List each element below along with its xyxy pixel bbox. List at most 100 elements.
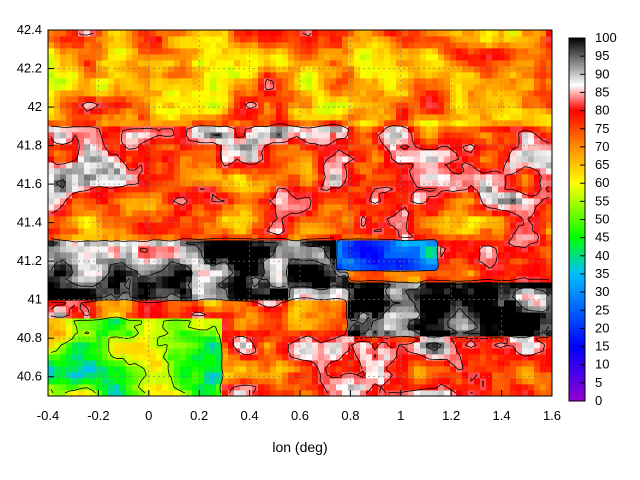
- heatmap-cell: [306, 174, 313, 181]
- heatmap-cell: [474, 252, 481, 259]
- heatmap-cell: [342, 276, 349, 283]
- heatmap-cell: [414, 366, 421, 373]
- heatmap-cell: [96, 240, 103, 247]
- heatmap-cell: [234, 228, 241, 235]
- heatmap-cell: [432, 300, 439, 307]
- heatmap-cell: [306, 300, 313, 307]
- heatmap-cell: [246, 354, 253, 361]
- heatmap-cell: [84, 336, 91, 343]
- heatmap-cell: [96, 330, 103, 337]
- heatmap-cell: [276, 126, 283, 133]
- heatmap-cell: [294, 132, 301, 139]
- heatmap-cell: [492, 150, 499, 157]
- heatmap-cell: [384, 348, 391, 355]
- heatmap-cell: [432, 348, 439, 355]
- heatmap-cell: [330, 78, 337, 85]
- heatmap-cell: [414, 180, 421, 187]
- heatmap-cell: [300, 246, 307, 253]
- heatmap-cell: [420, 78, 427, 85]
- heatmap-cell: [108, 42, 115, 49]
- heatmap-cell: [222, 354, 229, 361]
- heatmap-cell: [420, 162, 427, 169]
- heatmap-cell: [474, 234, 481, 241]
- heatmap-cell: [234, 270, 241, 277]
- heatmap-cell: [114, 48, 121, 55]
- heatmap-cell: [66, 210, 73, 217]
- heatmap-cell: [360, 180, 367, 187]
- heatmap-cell: [546, 372, 552, 379]
- heatmap-cell: [252, 312, 259, 319]
- heatmap-cell: [402, 270, 409, 277]
- heatmap-cell: [414, 300, 421, 307]
- heatmap-cell: [378, 324, 385, 331]
- heatmap-cell: [282, 60, 289, 67]
- heatmap-cell: [336, 48, 343, 55]
- heatmap-cell: [318, 150, 325, 157]
- heatmap-cell: [354, 288, 361, 295]
- heatmap-cell: [336, 210, 343, 217]
- heatmap-cell: [528, 324, 535, 331]
- heatmap-cell: [72, 108, 79, 115]
- heatmap-cell: [228, 204, 235, 211]
- heatmap-cell: [348, 66, 355, 73]
- heatmap-cell: [108, 114, 115, 121]
- heatmap-cell: [540, 168, 547, 175]
- heatmap-cell: [180, 378, 187, 385]
- heatmap-cell: [234, 360, 241, 367]
- heatmap-cell: [282, 126, 289, 133]
- heatmap-cell: [348, 294, 355, 301]
- heatmap-cell: [258, 114, 265, 121]
- heatmap-cell: [312, 162, 319, 169]
- heatmap-cell: [324, 120, 331, 127]
- heatmap-cell: [168, 342, 175, 349]
- heatmap-cell: [378, 312, 385, 319]
- heatmap-cell: [228, 192, 235, 199]
- heatmap-cell: [54, 216, 61, 223]
- heatmap-cell: [534, 144, 541, 151]
- heatmap-cell: [132, 180, 139, 187]
- heatmap-cell: [96, 186, 103, 193]
- heatmap-cell: [270, 168, 277, 175]
- heatmap-cell: [414, 342, 421, 349]
- heatmap-cell: [426, 132, 433, 139]
- heatmap-cell: [312, 84, 319, 91]
- heatmap-cell: [534, 324, 541, 331]
- heatmap-cell: [252, 96, 259, 103]
- heatmap-cell: [126, 132, 133, 139]
- heatmap-cell: [120, 336, 127, 343]
- heatmap-cell: [372, 360, 379, 367]
- heatmap-cell: [414, 162, 421, 169]
- heatmap-cell: [534, 306, 541, 313]
- heatmap-cell: [348, 42, 355, 49]
- heatmap-cell: [540, 324, 547, 331]
- heatmap-cell: [252, 390, 259, 396]
- heatmap-cell: [522, 372, 529, 379]
- heatmap-cell: [342, 198, 349, 205]
- heatmap-cell: [402, 78, 409, 85]
- heatmap-cell: [210, 330, 217, 337]
- heatmap-cell: [264, 234, 271, 241]
- heatmap-cell: [234, 252, 241, 259]
- heatmap-cell: [276, 138, 283, 145]
- heatmap-cell: [372, 384, 379, 391]
- heatmap-cell: [468, 210, 475, 217]
- heatmap-cell: [108, 156, 115, 163]
- heatmap-cell: [354, 198, 361, 205]
- heatmap-cell: [240, 198, 247, 205]
- heatmap-cell: [276, 228, 283, 235]
- heatmap-cell: [144, 342, 151, 349]
- heatmap-cell: [300, 312, 307, 319]
- heatmap-cell: [450, 96, 457, 103]
- heatmap-cell: [276, 246, 283, 253]
- heatmap-cell: [540, 156, 547, 163]
- heatmap-cell: [414, 270, 421, 277]
- heatmap-cell: [522, 210, 529, 217]
- heatmap-cell: [132, 90, 139, 97]
- heatmap-cell: [510, 180, 517, 187]
- heatmap-cell: [516, 162, 523, 169]
- heatmap-cell: [252, 354, 259, 361]
- heatmap-cell: [150, 90, 157, 97]
- heatmap-cell: [174, 360, 181, 367]
- heatmap-cell: [90, 84, 97, 91]
- heatmap-cell: [90, 72, 97, 79]
